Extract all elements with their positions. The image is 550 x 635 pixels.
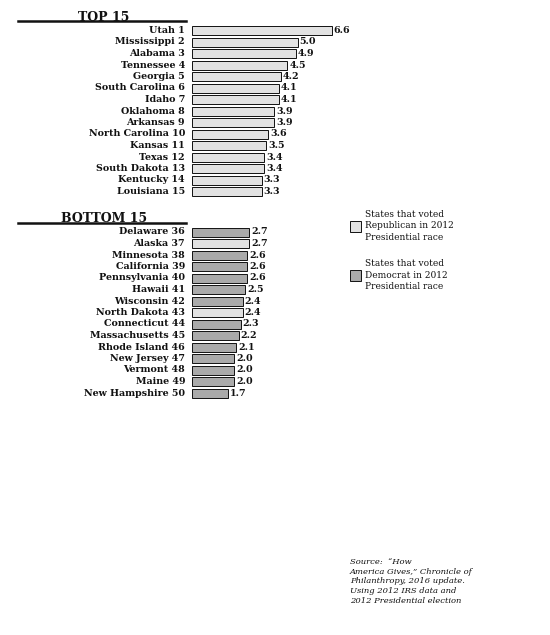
Text: Maine 49: Maine 49	[135, 377, 185, 386]
Text: Connecticut 44: Connecticut 44	[104, 319, 185, 328]
Bar	[192, 175, 262, 185]
Text: Minnesota 38: Minnesota 38	[112, 250, 185, 260]
Text: South Carolina 6: South Carolina 6	[95, 83, 185, 93]
Bar	[192, 389, 228, 398]
Bar	[192, 37, 298, 46]
Text: Mississippi 2: Mississippi 2	[116, 37, 185, 46]
Text: 1.7: 1.7	[230, 389, 246, 398]
Bar	[192, 152, 264, 161]
Text: 2.3: 2.3	[243, 319, 259, 328]
Bar	[192, 83, 279, 93]
Text: Massachusetts 45: Massachusetts 45	[90, 331, 185, 340]
Text: North Dakota 43: North Dakota 43	[96, 308, 185, 317]
Text: 2.6: 2.6	[249, 250, 266, 260]
Bar	[192, 342, 236, 352]
Text: 3.9: 3.9	[277, 107, 293, 116]
Bar	[192, 366, 234, 375]
Text: 4.1: 4.1	[280, 95, 298, 104]
Text: 5.0: 5.0	[300, 37, 316, 46]
Text: Kansas 11: Kansas 11	[130, 141, 185, 150]
Bar	[350, 220, 361, 232]
Text: 2.4: 2.4	[245, 297, 261, 305]
Bar	[192, 331, 239, 340]
Bar	[192, 118, 274, 127]
Text: 4.2: 4.2	[283, 72, 299, 81]
Text: South Dakota 13: South Dakota 13	[96, 164, 185, 173]
Text: California 39: California 39	[116, 262, 185, 271]
Text: 3.9: 3.9	[277, 118, 293, 127]
Text: 3.4: 3.4	[266, 164, 283, 173]
Text: Kentucky 14: Kentucky 14	[118, 175, 185, 185]
Text: States that voted
Republican in 2012
Presidential race: States that voted Republican in 2012 Pre…	[365, 210, 454, 241]
Bar	[192, 72, 281, 81]
Text: Georgia 5: Georgia 5	[133, 72, 185, 81]
Text: 3.3: 3.3	[264, 175, 280, 185]
Bar	[192, 377, 234, 386]
Text: TOP 15: TOP 15	[78, 11, 130, 24]
Text: Tennessee 4: Tennessee 4	[120, 60, 185, 69]
Text: 2.2: 2.2	[240, 331, 257, 340]
Text: New Jersey 47: New Jersey 47	[110, 354, 185, 363]
Text: Texas 12: Texas 12	[139, 152, 185, 161]
Text: 2.0: 2.0	[236, 366, 253, 375]
Text: Alabama 3: Alabama 3	[129, 49, 185, 58]
Text: Arkansas 9: Arkansas 9	[126, 118, 185, 127]
Text: Idaho 7: Idaho 7	[145, 95, 185, 104]
Bar	[192, 49, 295, 58]
Text: 2.5: 2.5	[247, 285, 263, 294]
Bar	[192, 354, 234, 363]
Text: 3.5: 3.5	[268, 141, 284, 150]
Text: States that voted
Democrat in 2012
Presidential race: States that voted Democrat in 2012 Presi…	[365, 260, 448, 291]
Bar	[192, 319, 241, 328]
Bar	[192, 274, 247, 283]
Text: 6.6: 6.6	[333, 26, 350, 35]
Text: 3.4: 3.4	[266, 152, 283, 161]
Text: 2.7: 2.7	[251, 239, 268, 248]
Text: 4.1: 4.1	[280, 83, 298, 93]
Bar	[192, 297, 243, 305]
Bar	[192, 285, 245, 294]
Bar	[192, 227, 249, 236]
Text: 2.6: 2.6	[249, 274, 266, 283]
Text: 2.4: 2.4	[245, 308, 261, 317]
Text: Source:  “How
America Gives,” Chronicle of
Philanthropy, 2016 update.
Using 2012: Source: “How America Gives,” Chronicle o…	[350, 558, 473, 605]
Bar	[192, 130, 268, 138]
Bar	[192, 95, 279, 104]
Text: Vermont 48: Vermont 48	[123, 366, 185, 375]
Text: BOTTOM 15: BOTTOM 15	[61, 213, 147, 225]
Bar	[192, 187, 262, 196]
Bar	[192, 262, 247, 271]
Bar	[350, 269, 361, 281]
Text: 2.7: 2.7	[251, 227, 268, 236]
Text: 2.0: 2.0	[236, 354, 253, 363]
Text: Louisiana 15: Louisiana 15	[117, 187, 185, 196]
Text: 3.6: 3.6	[270, 130, 287, 138]
Text: Hawaii 41: Hawaii 41	[132, 285, 185, 294]
Bar	[192, 239, 249, 248]
Text: 3.3: 3.3	[264, 187, 280, 196]
Text: Utah 1: Utah 1	[149, 26, 185, 35]
Text: 2.6: 2.6	[249, 262, 266, 271]
Text: Pennsylvania 40: Pennsylvania 40	[99, 274, 185, 283]
Bar	[192, 250, 247, 260]
Text: New Hampshire 50: New Hampshire 50	[84, 389, 185, 398]
Text: Oklahoma 8: Oklahoma 8	[121, 107, 185, 116]
Bar	[192, 26, 332, 35]
Bar	[192, 60, 287, 69]
Text: Delaware 36: Delaware 36	[119, 227, 185, 236]
Bar	[192, 164, 264, 173]
Text: 4.5: 4.5	[289, 60, 306, 69]
Bar	[192, 308, 243, 317]
Text: Wisconsin 42: Wisconsin 42	[114, 297, 185, 305]
Text: 2.1: 2.1	[238, 342, 255, 352]
Text: Alaska 37: Alaska 37	[133, 239, 185, 248]
Text: 4.9: 4.9	[298, 49, 314, 58]
Bar	[192, 107, 274, 116]
Bar	[192, 141, 266, 150]
Text: 2.0: 2.0	[236, 377, 253, 386]
Text: North Carolina 10: North Carolina 10	[89, 130, 185, 138]
Text: Rhode Island 46: Rhode Island 46	[98, 342, 185, 352]
